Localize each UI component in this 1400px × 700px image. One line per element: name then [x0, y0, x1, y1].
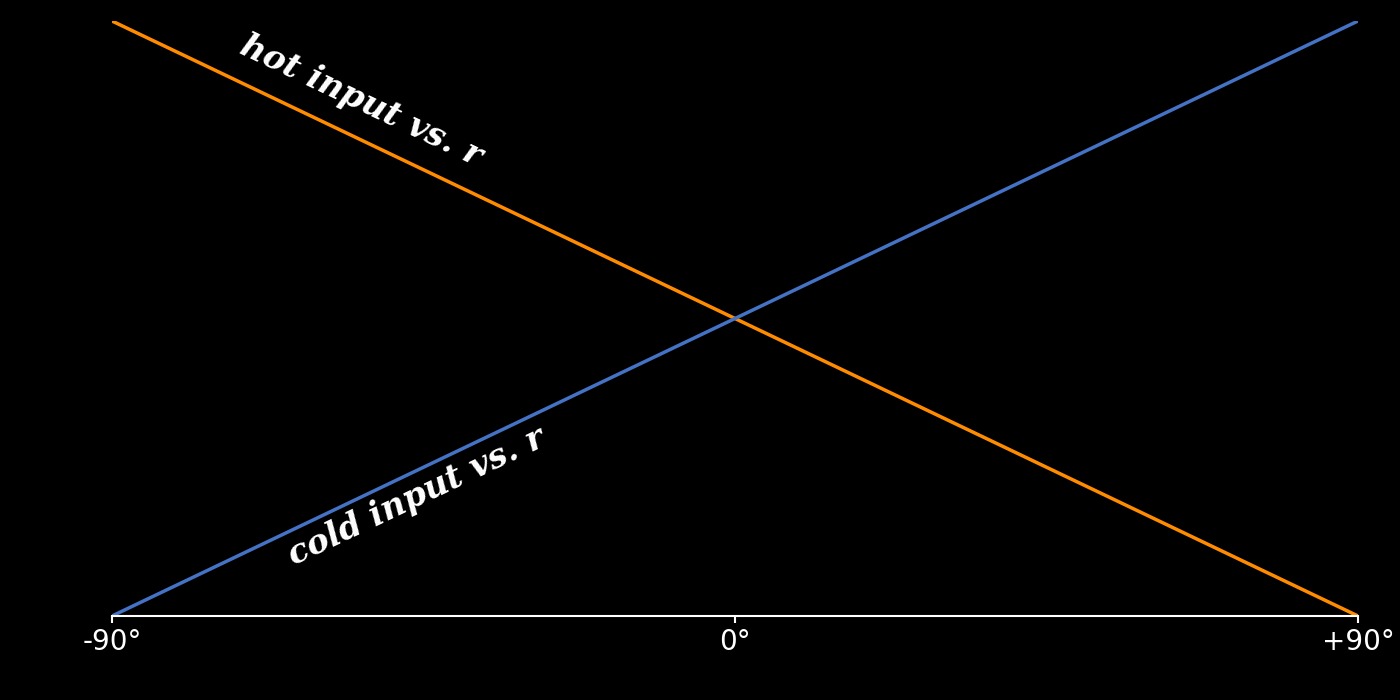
Text: cold input vs. r: cold input vs. r	[283, 421, 550, 573]
Text: hot input vs. r: hot input vs. r	[235, 29, 487, 173]
